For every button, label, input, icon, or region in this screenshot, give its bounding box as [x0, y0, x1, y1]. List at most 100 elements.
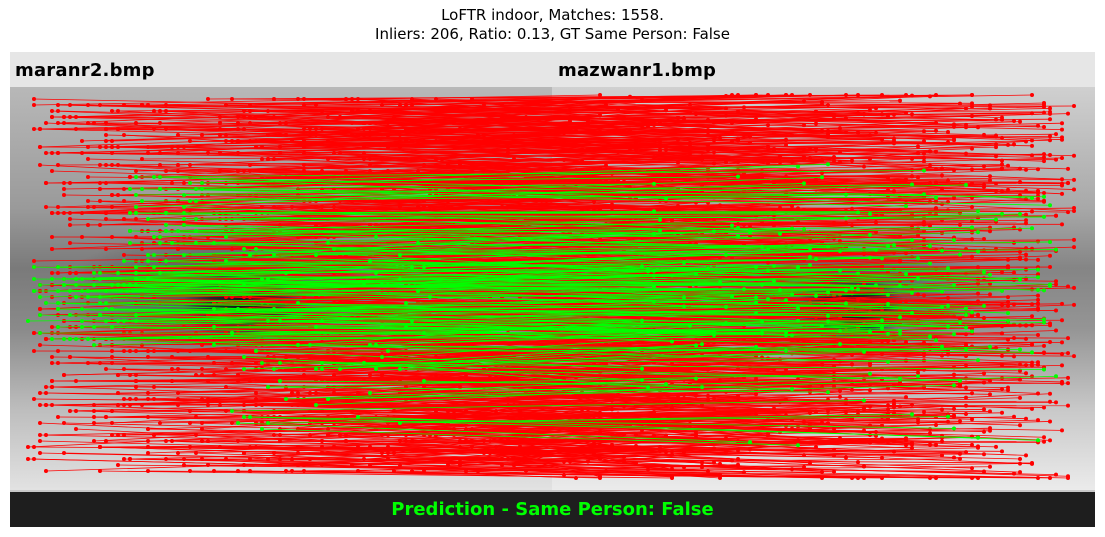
inlier-match-point: [802, 227, 806, 232]
inlier-match-point: [898, 328, 902, 333]
outlier-match-point: [988, 464, 992, 469]
outlier-match-point: [32, 127, 36, 131]
outlier-match-point: [1072, 206, 1076, 211]
outlier-match-line: [141, 378, 865, 406]
outlier-match-point: [320, 439, 324, 443]
outlier-match-point: [164, 457, 168, 461]
inlier-match-line: [147, 216, 1045, 220]
inlier-match-line: [129, 242, 811, 258]
inlier-matches: [26, 162, 1058, 448]
outlier-match-point: [44, 403, 48, 407]
outlier-match-line: [237, 181, 1021, 184]
outlier-match-point: [916, 292, 920, 297]
inlier-match-line: [165, 212, 859, 214]
outlier-match-point: [1018, 362, 1022, 367]
outlier-match-line: [297, 446, 883, 459]
inlier-match-point: [284, 397, 288, 401]
inlier-match-point: [1018, 277, 1022, 282]
outlier-match-point: [344, 97, 348, 101]
inlier-match-line: [267, 416, 949, 424]
inlier-match-point: [80, 277, 84, 281]
outlier-match-point: [952, 372, 956, 377]
outlier-match-point: [68, 295, 72, 299]
inlier-match-line: [243, 248, 649, 272]
inlier-match-point: [1048, 284, 1052, 289]
outlier-match-point: [808, 93, 812, 97]
outlier-match-point: [44, 205, 48, 209]
outlier-match-point: [524, 127, 528, 131]
outlier-match-line: [447, 94, 739, 112]
outlier-match-point: [1030, 374, 1034, 379]
inlier-match-point: [922, 168, 926, 173]
outlier-match-line: [525, 470, 673, 478]
inlier-match-point: [182, 205, 186, 209]
outlier-match-point: [964, 354, 968, 359]
inlier-match-point: [820, 175, 824, 180]
inlier-match-line: [315, 386, 703, 406]
outlier-match-point: [808, 342, 812, 347]
outlier-match-point: [964, 385, 968, 390]
inlier-match-point: [194, 187, 198, 191]
outlier-match-line: [123, 169, 955, 190]
outlier-match-point: [434, 433, 438, 437]
outlier-match-point: [404, 139, 408, 143]
outlier-match-point: [592, 441, 596, 446]
inlier-match-line: [189, 176, 823, 202]
inlier-match-point: [856, 210, 860, 215]
inlier-match-point: [116, 271, 120, 275]
outlier-match-point: [92, 415, 96, 419]
outlier-match-point: [332, 205, 336, 209]
inlier-match-point: [826, 319, 830, 324]
inlier-match-point: [700, 385, 704, 390]
outlier-match-point: [628, 396, 632, 401]
inlier-match-line: [81, 254, 727, 280]
outlier-match-point: [988, 178, 992, 183]
outlier-match-point: [1066, 181, 1070, 186]
inlier-match-point: [38, 331, 42, 335]
outlier-match-point: [1060, 428, 1064, 433]
outlier-match-point: [224, 223, 228, 227]
outlier-match-point: [68, 241, 72, 245]
outlier-match-point: [38, 145, 42, 149]
outlier-match-point: [224, 385, 228, 389]
inlier-match-point: [230, 409, 234, 413]
outlier-match-line: [279, 134, 1045, 162]
outlier-match-point: [922, 385, 926, 390]
outlier-match-point: [1018, 249, 1022, 254]
outlier-match-point: [146, 451, 150, 455]
outlier-match-point: [50, 169, 54, 173]
inlier-match-point: [880, 318, 884, 323]
inlier-match-line: [87, 338, 889, 363]
outlier-match-line: [489, 350, 883, 370]
outlier-match-point: [122, 187, 126, 191]
outlier-match-point: [982, 164, 986, 169]
outlier-match-point: [1024, 252, 1028, 257]
inlier-match-point: [254, 247, 258, 251]
inlier-match-point: [916, 374, 920, 379]
outlier-match-point: [1048, 117, 1052, 122]
inlier-match-point: [1006, 318, 1010, 323]
outlier-match-point: [934, 199, 938, 204]
inlier-match-line: [153, 213, 1021, 238]
inlier-match-line: [369, 378, 697, 394]
outlier-match-point: [308, 391, 312, 395]
outlier-match-point: [302, 151, 306, 155]
inlier-match-point: [748, 227, 752, 232]
outlier-match-point: [580, 147, 584, 152]
outlier-match-point: [886, 386, 890, 391]
outlier-match-point: [754, 392, 758, 397]
inlier-match-line: [285, 265, 775, 274]
outlier-match-line: [339, 338, 763, 344]
inlier-match-line: [39, 332, 955, 335]
outlier-match-point: [1000, 410, 1004, 415]
outlier-match-point: [934, 128, 938, 133]
inlier-match-point: [1000, 211, 1004, 216]
outlier-match-point: [206, 403, 210, 407]
outlier-match-point: [634, 460, 638, 465]
outlier-match-line: [453, 204, 769, 226]
outlier-match-point: [86, 175, 90, 179]
inlier-match-point: [146, 217, 150, 221]
outlier-match-point: [524, 163, 528, 167]
inlier-match-point: [404, 301, 408, 305]
outlier-match-point: [1060, 121, 1064, 126]
